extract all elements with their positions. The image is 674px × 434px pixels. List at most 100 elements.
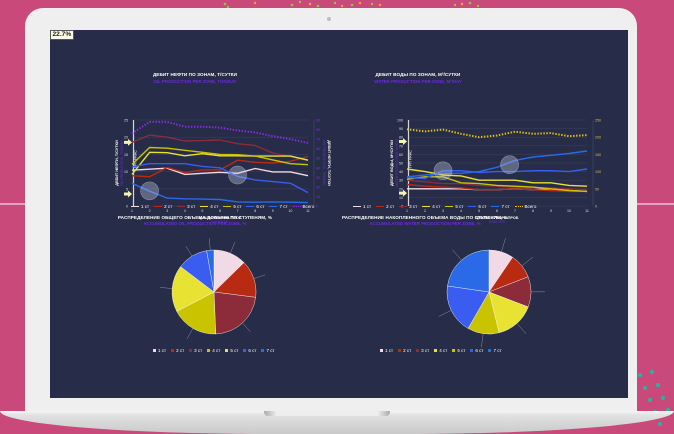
- y-axis-label: ДЕБИТ НЕФТИ, Т/СУТКИ: [115, 140, 119, 186]
- legend-item: 6 ст: [243, 348, 256, 353]
- series-line: [131, 151, 309, 175]
- legend-swatch: [514, 206, 523, 207]
- legend-item: 6 ст: [246, 204, 264, 209]
- legend-label: 7 ст: [266, 348, 275, 353]
- legend-item: 4 ст: [200, 204, 218, 209]
- water-pie-title: РАСПРЕДЕЛЕНИЕ НАКОПЛЕННОГО ОБЪЕМА ВОДЫ П…: [341, 215, 509, 220]
- y-tick-label: 10: [124, 170, 128, 174]
- y2-tick-label: 70: [316, 138, 320, 142]
- legend-swatch: [131, 205, 139, 208]
- y2-tick-label: 100: [595, 170, 601, 174]
- legend-swatch: [380, 349, 383, 352]
- highlight-circle: [500, 155, 519, 175]
- legend-label: 1 ст: [363, 204, 372, 209]
- legend-swatch: [488, 349, 492, 352]
- legend-swatch: [470, 349, 474, 352]
- legend-swatch: [200, 205, 209, 208]
- oil-chart-legend: 1 ст 2 ст 3 ст 4 ст 5 ст 6 ст 7 ст Всего: [131, 204, 314, 209]
- leader-line: [521, 256, 533, 267]
- water-chart-title: ДЕБИТ ВОДЫ ПО ЗОНАМ, М³/СУТКИ: [375, 72, 461, 77]
- legend-label: 2 ст: [164, 204, 173, 209]
- y-tick-label: 40: [399, 170, 403, 174]
- x-tick-label: 4: [184, 209, 186, 213]
- oil-chart-subtitle: OIL PRODUCTION PER ZONE, TON/DAY: [153, 79, 237, 84]
- y2-tick-label: 200: [595, 136, 601, 140]
- leader-line: [208, 238, 211, 251]
- arrow-icon: [399, 189, 407, 197]
- legend-item: 3 ст: [177, 204, 195, 209]
- y-tick-label: 5: [126, 187, 128, 191]
- legend-label: 7 ст: [501, 204, 510, 209]
- pie-data-label: 22.7%: [50, 30, 74, 40]
- legend-swatch: [189, 349, 193, 352]
- y-axis-sublabel: WATER PRODUCTION, M³/DAY: [395, 138, 399, 188]
- x-axis-label: ЦИКЛЫ ОТБОРА ПРОБ: [475, 216, 518, 220]
- y2-axis-label: ДЕБИТ НЕФТИ, Т/СУТКИ: [327, 140, 331, 186]
- series-line: [131, 155, 309, 178]
- leader-line: [186, 328, 194, 339]
- series-line: [131, 162, 309, 194]
- legend-item: 1 ст: [353, 204, 371, 209]
- pie-slice: [447, 249, 490, 293]
- series-line: [131, 134, 309, 161]
- y-tick-label: 100: [397, 119, 403, 123]
- legend-swatch: [154, 205, 163, 208]
- x-tick-label: 7: [237, 209, 239, 213]
- legend-label: 6 ст: [475, 348, 484, 353]
- frac-marker-label: ГРП FRAC: [134, 150, 138, 168]
- x-tick-label: 6: [496, 209, 498, 213]
- y-axis-label: ДЕБИТ ВОДЫ, М³/СУТКИ: [390, 140, 394, 186]
- y2-tick-label: 50: [595, 187, 599, 191]
- legend-label: 3 ст: [187, 204, 196, 209]
- highlight-circle: [228, 165, 247, 185]
- laptop-notch: [264, 411, 390, 416]
- leader-line: [185, 245, 193, 257]
- legend-item: 5 ст: [445, 204, 463, 209]
- pie-slice: [176, 291, 216, 335]
- legend-swatch: [399, 205, 408, 208]
- water-pie-legend: 1 ст 2 ст 3 ст 4 ст 5 ст 6 ст 7 ст: [380, 348, 502, 353]
- y2-tick-label: 10: [316, 195, 320, 199]
- legend-item: 3 ст: [189, 348, 202, 353]
- y2-tick-label: 60: [316, 147, 320, 151]
- y2-tick-label: 20: [316, 185, 320, 189]
- y-tick-label: 25: [124, 119, 128, 123]
- legend-label: 5 ст: [455, 204, 464, 209]
- x-tick-label: 8: [532, 209, 534, 213]
- legend-item: 4 ст: [434, 348, 447, 353]
- x-tick-label: 9: [550, 209, 552, 213]
- oil-pie-title: РАСПРЕДЕЛЕНИЕ ОБЩЕГО ОБЪЕМА ДОБЫЧИ ПО СТ…: [117, 215, 273, 220]
- legend-swatch: [416, 349, 420, 352]
- legend-swatch: [269, 205, 278, 208]
- y2-tick-label: 0: [316, 205, 318, 209]
- water-pie-subtitle: ACCUMULATED WATER PRODUCTION PER ZONE, %: [369, 221, 481, 226]
- y-tick-label: 10: [399, 196, 403, 200]
- legend-label: 3 ст: [409, 204, 418, 209]
- legend-swatch: [353, 205, 361, 208]
- legend-label: 4 ст: [432, 204, 441, 209]
- legend-item: 6 ст: [470, 348, 483, 353]
- y-tick-label: 20: [124, 136, 128, 140]
- frac-marker-label: ГРП FRAC: [409, 150, 413, 168]
- y-tick-label: 90: [399, 127, 403, 131]
- leader-line: [438, 310, 452, 317]
- y2-tick-label: 90: [316, 119, 320, 123]
- x-axis-sublabel: SAMPLES: [212, 220, 229, 224]
- legend-swatch: [171, 349, 175, 352]
- legend-item: 5 ст: [223, 204, 241, 209]
- legend-swatch: [468, 205, 477, 208]
- series-line: [131, 167, 309, 177]
- legend-item: 3 ст: [399, 204, 417, 209]
- legend-label: 3 ст: [421, 348, 430, 353]
- series-line: [406, 150, 588, 178]
- legend-label: 7 ст: [493, 348, 502, 353]
- legend-item: 2 ст: [376, 204, 394, 209]
- legend-label: 2 ст: [176, 348, 185, 353]
- leader-line: [230, 242, 236, 254]
- legend-label: 5 ст: [230, 348, 239, 353]
- legend-label: 7 ст: [279, 204, 288, 209]
- x-tick-label: 3: [166, 209, 168, 213]
- water-chart-legend: 1 ст 2 ст 3 ст 4 ст 5 ст 6 ст 7 ст Всего: [353, 204, 536, 209]
- oil-pie-legend: 1 ст 2 ст 3 ст 4 ст 5 ст 6 ст 7 ст: [153, 348, 275, 353]
- legend-label: 2 ст: [386, 204, 395, 209]
